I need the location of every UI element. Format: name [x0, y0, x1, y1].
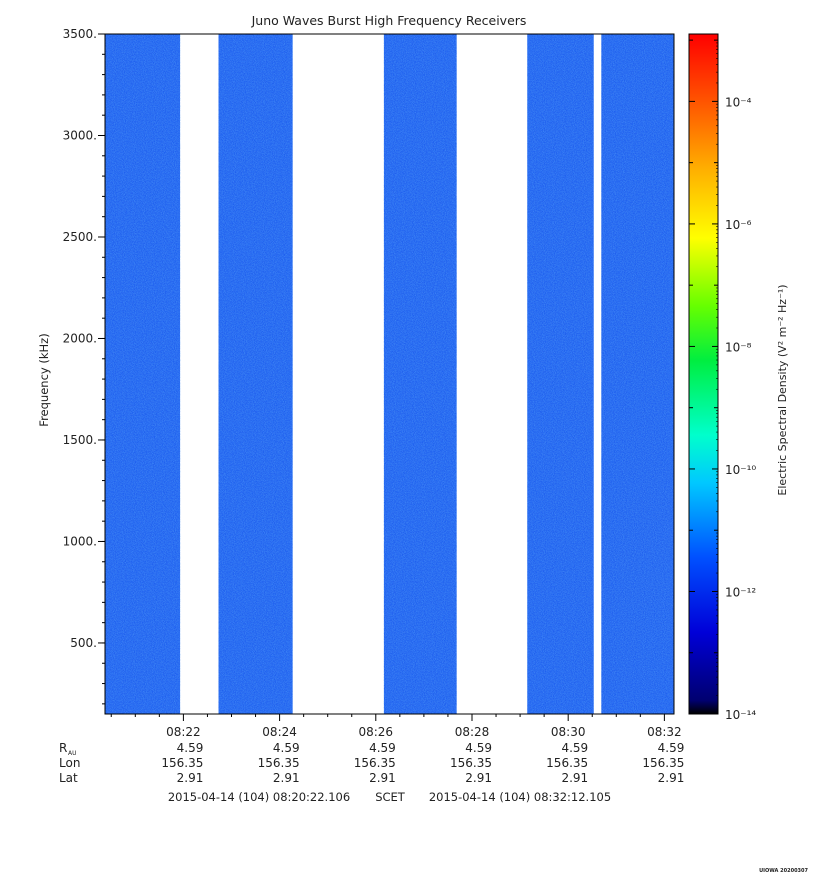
- data-segment-3: [383, 34, 457, 714]
- ephemeris-row: R AU 4.59 4.59 4.59 4.59 4.59 4.59: [59, 741, 684, 757]
- ephemeris-value: 4.59: [177, 741, 204, 755]
- y-tick-label: 500.: [70, 636, 97, 650]
- y-axis: 500. 1000. 1500. 2000. 2500. 3000. 3500.: [63, 27, 105, 705]
- y-tick-label: 1000.: [63, 534, 97, 548]
- ephemeris-value: 156.35: [546, 756, 588, 770]
- ephemeris-label-subscript: AU: [68, 750, 77, 757]
- data-segment-1: [105, 34, 181, 714]
- colorbar: [688, 33, 719, 715]
- x-axis: 08:22 08:24 08:26 08:28 08:30 08:32: [110, 714, 682, 739]
- data-segment-4: [527, 34, 594, 714]
- segment-noise-dark: [527, 34, 594, 714]
- plot-frame: [104, 33, 675, 715]
- y-axis-label: Frequency (kHz): [37, 333, 51, 426]
- ephemeris-value: 2.91: [369, 771, 396, 785]
- ephemeris-value: 4.59: [369, 741, 396, 755]
- colorbar-axis: 10⁻¹⁴ 10⁻¹² 10⁻¹⁰ 10⁻⁸ 10⁻⁶ 10⁻⁴: [689, 39, 756, 722]
- x-tick-label: 08:28: [455, 725, 490, 739]
- y-tick-label: 3000.: [63, 128, 97, 142]
- colorbar-tick-label: 10⁻¹⁴: [725, 708, 756, 722]
- ephemeris-label: R: [59, 741, 67, 755]
- data-segment-5: [601, 34, 674, 714]
- y-tick-label: 2500.: [63, 230, 97, 244]
- ephemeris-table: R AU 4.59 4.59 4.59 4.59 4.59 4.59 Lon 156.35 156.…: [59, 741, 684, 785]
- y-tick-label: 2000.: [63, 331, 97, 345]
- ephemeris-label: Lat: [59, 771, 78, 785]
- colorbar-tick-label: 10⁻⁴: [725, 95, 752, 109]
- ephemeris-value: 4.59: [658, 741, 685, 755]
- ephemeris-label: Lon: [59, 756, 80, 770]
- segment-noise-dark: [383, 34, 457, 714]
- ephemeris-value: 156.35: [642, 756, 684, 770]
- x-tick-label: 08:32: [647, 725, 682, 739]
- chart-title: Juno Waves Burst High Frequency Receiver…: [251, 13, 527, 28]
- ephemeris-value: 2.91: [465, 771, 492, 785]
- segment-noise-dark: [218, 34, 293, 714]
- spectrogram-data: [105, 34, 674, 714]
- time-scale-label: SCET: [375, 790, 406, 804]
- x-tick-label: 08:24: [262, 725, 297, 739]
- ephemeris-value: 2.91: [658, 771, 685, 785]
- data-segment-2: [218, 34, 293, 714]
- ephemeris-value: 156.35: [258, 756, 300, 770]
- colorbar-label: Electric Spectral Density (V² m⁻² Hz⁻¹): [776, 284, 789, 495]
- colorbar-tick-label: 10⁻⁸: [725, 340, 752, 354]
- ephemeris-row: Lon 156.35 156.35 156.35 156.35 156.35 156.35: [59, 756, 684, 770]
- colorbar-tick-label: 10⁻¹²: [725, 585, 756, 599]
- ephemeris-value: 156.35: [354, 756, 396, 770]
- colorbar-tick-label: 10⁻¹⁰: [725, 463, 756, 477]
- segment-noise-dark: [601, 34, 674, 714]
- x-tick-label: 08:22: [166, 725, 201, 739]
- colorbar-tick-label: 10⁻⁶: [725, 218, 752, 232]
- y-tick-label: 3500.: [63, 27, 97, 41]
- ephemeris-value: 156.35: [450, 756, 492, 770]
- ephemeris-value: 4.59: [465, 741, 492, 755]
- ephemeris-value: 2.91: [273, 771, 300, 785]
- footer-credit: UIOWA 20200307: [759, 868, 808, 874]
- ephemeris-value: 2.91: [177, 771, 204, 785]
- x-tick-label: 08:26: [358, 725, 393, 739]
- ephemeris-row: Lat 2.91 2.91 2.91 2.91 2.91 2.91: [59, 771, 684, 785]
- ephemeris-value: 156.35: [161, 756, 203, 770]
- time-end: 2015-04-14 (104) 08:32:12.105: [429, 790, 611, 804]
- y-tick-label: 1500.: [63, 433, 97, 447]
- ephemeris-value: 4.59: [273, 741, 300, 755]
- ephemeris-value: 4.59: [561, 741, 588, 755]
- segment-noise-dark: [105, 34, 181, 714]
- time-start: 2015-04-14 (104) 08:20:22.106: [168, 790, 350, 804]
- x-tick-label: 08:30: [551, 725, 586, 739]
- ephemeris-value: 2.91: [561, 771, 588, 785]
